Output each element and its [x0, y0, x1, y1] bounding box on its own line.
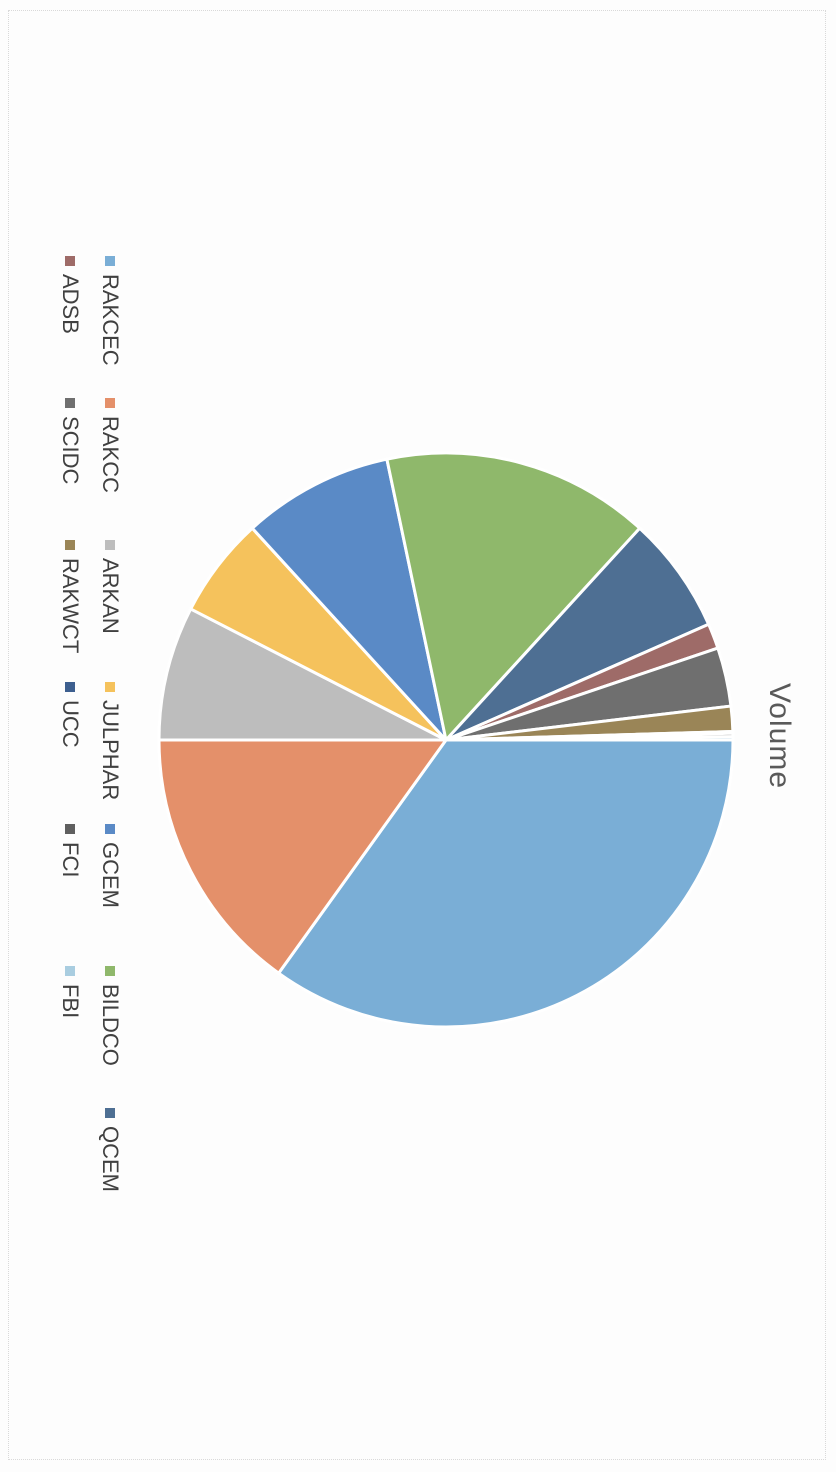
legend-swatch: [105, 1108, 115, 1118]
legend-label: BILDCO: [98, 984, 123, 1066]
pie-slice-bildco: [385, 451, 642, 742]
legend-label: GCEM: [98, 842, 123, 908]
legend-swatch: [105, 256, 115, 266]
pie-slice-qcem: [444, 526, 711, 742]
legend-label: QCEM: [98, 1126, 123, 1192]
pie-chart-svg: [157, 451, 735, 1029]
legend-label: ARKAN: [98, 558, 123, 634]
pie-slice-arkan: [157, 607, 448, 742]
legend-label: RAKWCT: [58, 558, 83, 654]
legend-row: RAKCEC RAKCC ARKAN JULPHAR GCEM BILDCO QCEM: [90, 256, 130, 1256]
legend-swatch: [65, 256, 75, 266]
scan-border: [8, 10, 826, 1460]
legend-swatch: [105, 966, 115, 976]
legend-item-qcem: QCEM: [97, 1108, 123, 1250]
legend-swatch: [105, 824, 115, 834]
legend-item-rakwct: RAKWCT: [57, 540, 83, 682]
legend-swatch: [105, 682, 115, 692]
pie-chart: Volume RAKCEC RAKCC ARKAN JULPHAR GCEM BILDCO…: [0, 6, 836, 1466]
legend-item-rakcc: RAKCC: [97, 398, 123, 540]
legend-item-fci: FCI: [57, 824, 83, 966]
legend-swatch: [65, 824, 75, 834]
legend-swatch: [65, 540, 75, 550]
legend-label: JULPHAR: [98, 700, 123, 801]
legend-label: ADSB: [58, 274, 83, 334]
legend-label: UCC: [58, 700, 83, 748]
legend-item-bildco: BILDCO: [97, 966, 123, 1108]
legend-swatch: [65, 966, 75, 976]
pie-slice-rakcc: [157, 738, 448, 975]
legend-item-ucc: UCC: [57, 682, 83, 824]
legend-row: ADSB SCIDC RAKWCT UCC FCI FBI: [50, 256, 90, 1256]
chart-legend: RAKCEC RAKCC ARKAN JULPHAR GCEM BILDCO QCEM ADS…: [50, 256, 130, 1256]
legend-item-rakcec: RAKCEC: [97, 256, 123, 398]
legend-label: SCIDC: [58, 416, 83, 485]
pie-slice-fbi: [444, 735, 735, 742]
legend-swatch: [105, 398, 115, 408]
legend-swatch: [65, 398, 75, 408]
legend-item-scidc: SCIDC: [57, 398, 83, 540]
legend-item-gcem: GCEM: [97, 824, 123, 966]
legend-label: FCI: [58, 842, 83, 878]
legend-item-adsb: ADSB: [57, 256, 83, 398]
legend-label: FBI: [58, 984, 83, 1019]
legend-label: RAKCEC: [98, 274, 123, 366]
legend-swatch: [65, 682, 75, 692]
pie-slice-gcem: [250, 457, 448, 742]
legend-swatch: [105, 540, 115, 550]
legend-item-arkan: ARKAN: [97, 540, 123, 682]
legend-item-fbi: FBI: [57, 966, 83, 1108]
legend-item-julphar: JULPHAR: [97, 682, 123, 824]
pie-slice-rakcec: [277, 738, 735, 1029]
legend-label: RAKCC: [98, 416, 123, 494]
